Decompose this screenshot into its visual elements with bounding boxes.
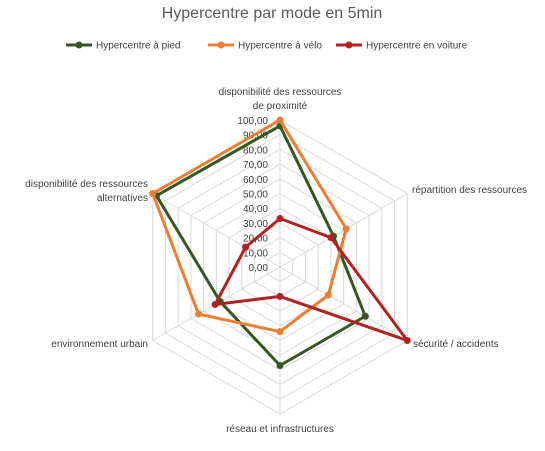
data-point bbox=[276, 328, 284, 336]
legend-label: Hypercentre à vélo bbox=[238, 41, 322, 52]
data-point bbox=[276, 292, 284, 300]
tick-label: 50,00 bbox=[243, 190, 268, 201]
tick-label: 30,00 bbox=[243, 219, 268, 230]
grid-spoke bbox=[279, 266, 408, 341]
data-point bbox=[276, 116, 284, 124]
legend: Hypercentre à pied Hypercentre à vélo Hype… bbox=[66, 41, 468, 52]
series-hypercentre-v-lo bbox=[149, 116, 350, 336]
legend-label: Hypercentre à pied bbox=[96, 41, 181, 52]
data-point bbox=[211, 300, 219, 308]
tick-label: 100,00 bbox=[237, 116, 268, 127]
radar-grid bbox=[152, 119, 408, 415]
data-point bbox=[242, 243, 250, 251]
chart-title: Hypercentre par mode en 5min bbox=[162, 5, 383, 22]
data-point bbox=[342, 225, 350, 233]
series-layer bbox=[149, 116, 411, 369]
legend-label: Hypercentre en voiture bbox=[366, 41, 468, 52]
tick-label: 0,00 bbox=[249, 263, 269, 274]
tick-label: 10,00 bbox=[243, 248, 268, 259]
legend-marker bbox=[75, 41, 83, 49]
category-label: sécurité / accidents bbox=[413, 339, 499, 350]
data-point bbox=[361, 312, 369, 320]
data-point bbox=[403, 337, 411, 344]
tick-label: 40,00 bbox=[243, 204, 268, 215]
category-label: disponibilité des ressources alternatives bbox=[25, 179, 148, 204]
tick-label: 80,00 bbox=[243, 145, 268, 156]
tick-label: 70,00 bbox=[243, 160, 268, 171]
data-point bbox=[276, 214, 284, 222]
radial-tick-labels: 0,0010,0020,0030,0040,0050,0060,0070,008… bbox=[237, 116, 268, 274]
series-hypercentre-en-voiture bbox=[211, 214, 411, 344]
category-label: environnement urbain bbox=[51, 339, 148, 350]
data-point bbox=[327, 234, 335, 242]
legend-item: Hypercentre à vélo bbox=[208, 41, 322, 52]
data-point bbox=[324, 291, 332, 299]
category-labels: disponibilité des ressources de proximité… bbox=[25, 87, 527, 435]
category-label: réseau et infrastructures bbox=[226, 424, 334, 435]
data-point bbox=[276, 361, 284, 369]
tick-label: 90,00 bbox=[243, 131, 268, 142]
legend-marker bbox=[345, 41, 353, 49]
data-point bbox=[195, 310, 203, 318]
legend-item: Hypercentre en voiture bbox=[336, 41, 468, 52]
grid-spoke bbox=[152, 193, 281, 268]
category-label: disponibilité des ressources de proximité bbox=[219, 87, 342, 112]
legend-marker bbox=[217, 41, 225, 49]
tick-label: 60,00 bbox=[243, 175, 268, 186]
data-point bbox=[149, 190, 157, 197]
legend-item: Hypercentre à pied bbox=[66, 41, 181, 52]
category-label: répartition des ressources bbox=[412, 185, 527, 196]
